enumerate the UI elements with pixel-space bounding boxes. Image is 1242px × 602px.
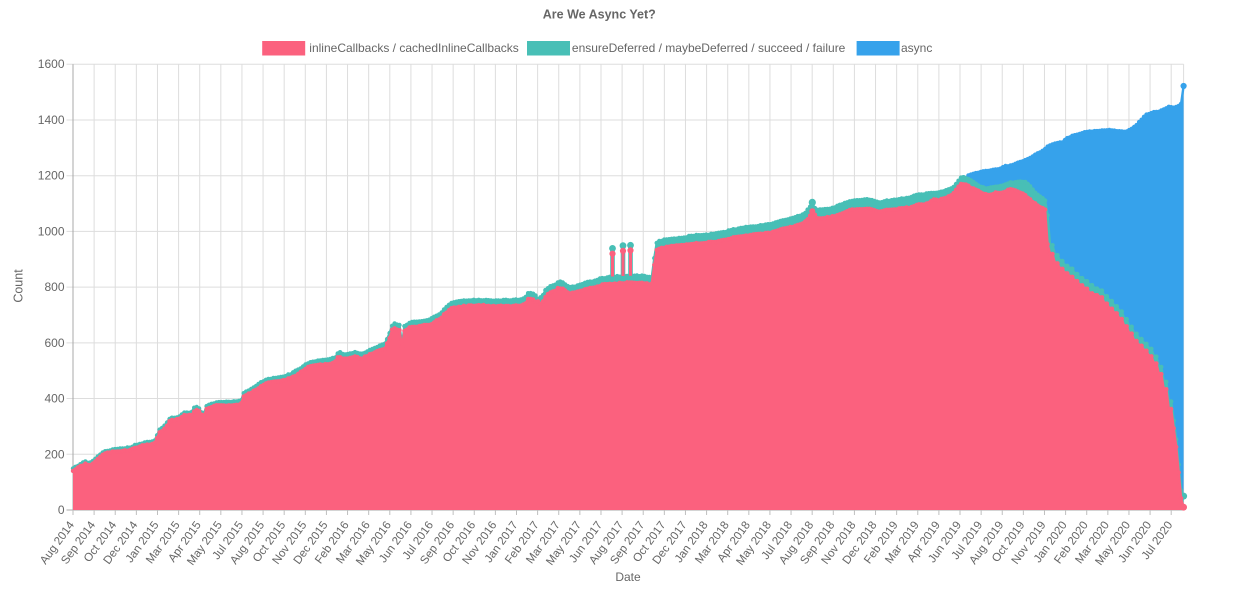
svg-text:1000: 1000 [38, 224, 65, 238]
svg-text:Date: Date [615, 570, 641, 584]
svg-text:inlineCallbacks / cachedInline: inlineCallbacks / cachedInlineCallbacks [309, 41, 518, 55]
svg-text:0: 0 [58, 503, 65, 517]
svg-text:Are We Async Yet?: Are We Async Yet? [543, 8, 656, 22]
svg-text:1200: 1200 [38, 169, 65, 183]
svg-text:600: 600 [44, 336, 64, 350]
svg-text:Count: Count [11, 269, 25, 303]
svg-text:400: 400 [44, 392, 64, 406]
svg-text:async: async [901, 41, 932, 55]
svg-text:1400: 1400 [38, 113, 65, 127]
svg-text:ensureDeferred / maybeDeferred: ensureDeferred / maybeDeferred / succeed… [572, 41, 846, 55]
svg-text:800: 800 [44, 280, 64, 294]
svg-text:200: 200 [44, 447, 64, 461]
svg-text:1600: 1600 [38, 57, 65, 71]
